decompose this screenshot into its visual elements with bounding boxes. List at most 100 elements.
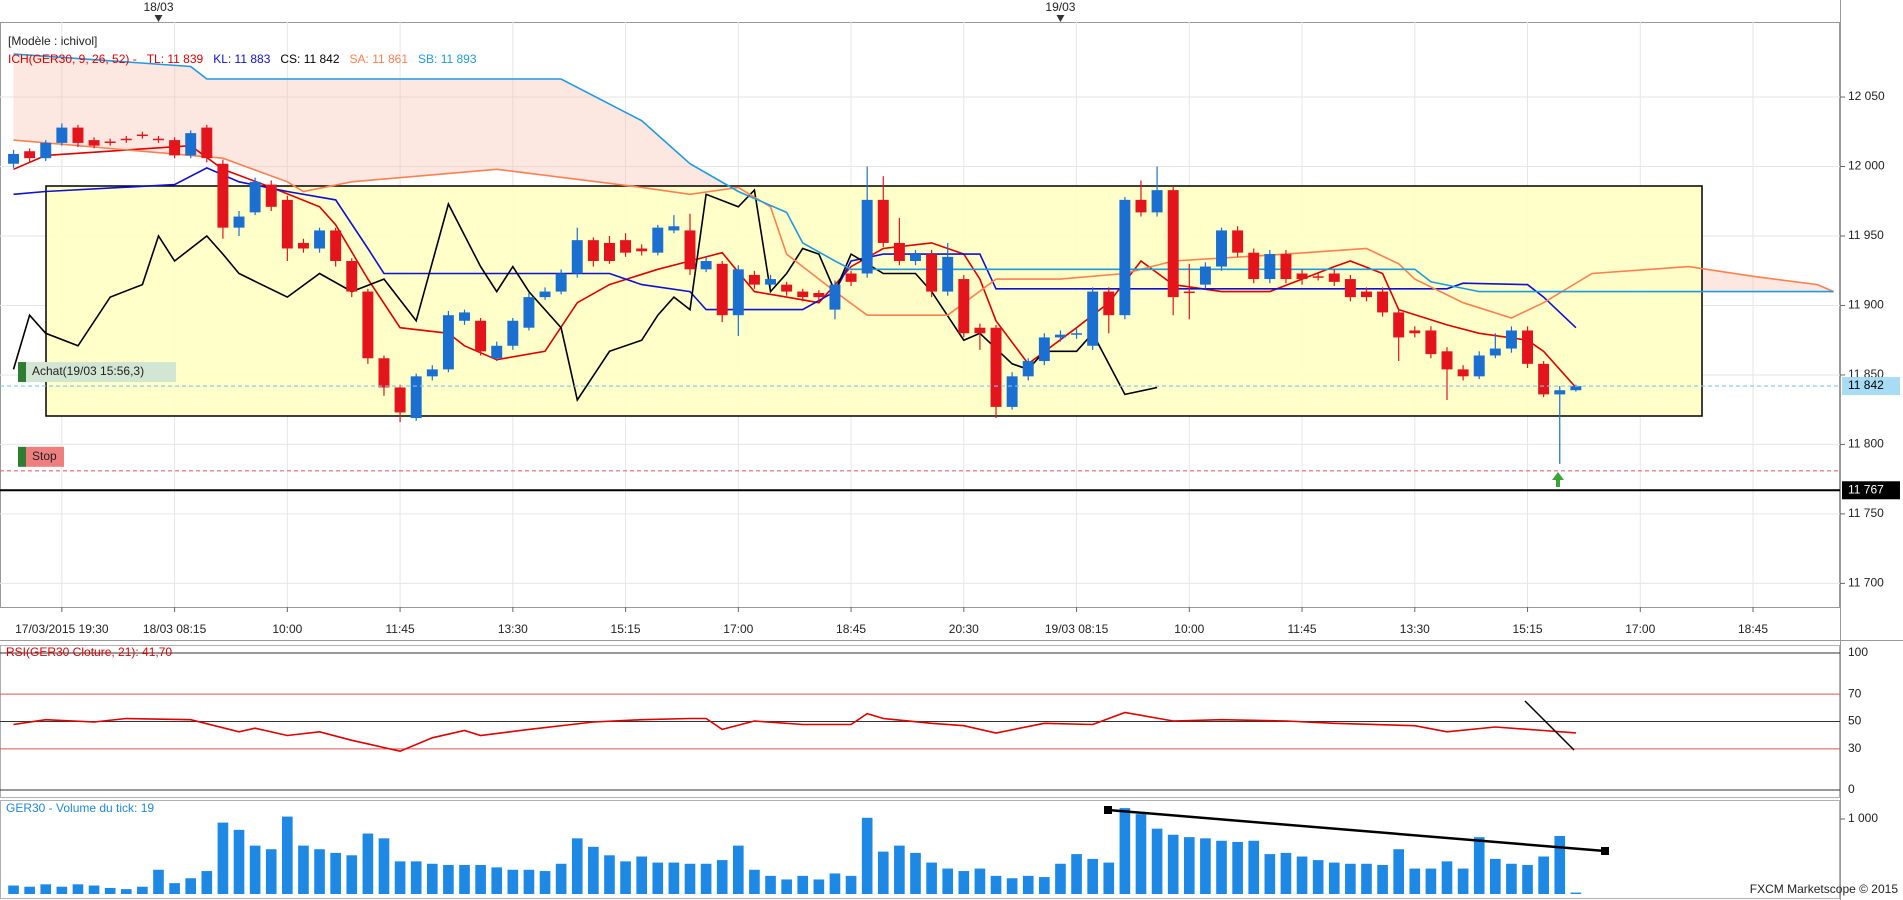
volume-trendline xyxy=(1107,808,1606,853)
candle-body xyxy=(1360,291,1372,298)
candle-body xyxy=(1457,369,1469,377)
candle-body xyxy=(297,242,309,249)
volume-bar xyxy=(1248,840,1260,894)
x-tick-label: 19/03 08:15 xyxy=(1045,622,1109,636)
candle-body xyxy=(24,151,36,159)
volume-bar xyxy=(249,845,261,894)
volume-bar xyxy=(1264,854,1276,894)
candle-body xyxy=(926,254,938,292)
volume-bar xyxy=(1554,835,1566,894)
level-marker xyxy=(18,446,26,467)
volume-bar xyxy=(1119,808,1131,894)
volume-bar xyxy=(1522,864,1533,894)
candle-body xyxy=(1296,273,1308,280)
y-tick-label: 50 xyxy=(1848,714,1862,728)
volume-bar xyxy=(282,816,293,894)
x-tick-label: 13:30 xyxy=(498,622,528,636)
x-tick-label: 18/03 08:15 xyxy=(143,622,207,636)
candle-body xyxy=(1103,291,1115,316)
level-marker xyxy=(18,362,26,383)
volume-bar xyxy=(1441,861,1453,894)
candle-body xyxy=(845,273,857,282)
candle-body xyxy=(620,240,632,253)
candle-body xyxy=(813,292,825,298)
y-tick-label: 70 xyxy=(1848,686,1862,700)
candle-body xyxy=(185,133,197,156)
volume-bar xyxy=(1296,856,1308,894)
volume-bar xyxy=(1055,863,1066,894)
volume-bar xyxy=(88,885,100,894)
indicator-line xyxy=(13,144,1577,389)
level-label: Achat(19/03 15:56,3) xyxy=(32,364,144,378)
volume-bar xyxy=(1361,863,1372,894)
candle-body xyxy=(571,240,583,274)
x-tick-label: 10:00 xyxy=(1174,622,1204,636)
x-tick-label: 17:00 xyxy=(723,622,753,636)
volume-bar xyxy=(40,884,52,894)
candle-body xyxy=(40,142,52,159)
volume-bar xyxy=(185,878,197,894)
candle-body xyxy=(1216,230,1227,267)
volume-bar xyxy=(910,852,921,894)
volume-bar xyxy=(1328,862,1340,894)
volume-bar xyxy=(1183,837,1195,894)
volume-bar xyxy=(394,861,406,894)
candle-body xyxy=(1199,266,1211,285)
volume-bar xyxy=(120,889,132,894)
candle-body xyxy=(394,387,406,413)
candle-body xyxy=(1409,330,1421,334)
rsi-line xyxy=(13,711,1576,753)
legend-entry: TL: 11 839 xyxy=(147,52,204,66)
candle-body xyxy=(378,358,390,388)
candle-body xyxy=(1264,254,1276,280)
volume-bar xyxy=(974,868,986,894)
date-marker xyxy=(154,15,163,22)
candle-body xyxy=(346,261,358,292)
candle-body xyxy=(281,199,293,249)
x-tick-label: 17:00 xyxy=(1625,622,1655,636)
level-label-box xyxy=(26,362,176,383)
volume-bar xyxy=(652,862,664,894)
candle-body xyxy=(1248,252,1260,280)
volume-bar xyxy=(1039,877,1050,894)
candle-body xyxy=(636,248,648,252)
candle-body xyxy=(1232,230,1244,253)
candle-body xyxy=(1425,330,1437,355)
y-tick-label: 30 xyxy=(1848,741,1862,755)
volume-bar xyxy=(926,862,937,894)
candle-body xyxy=(136,134,148,137)
volume-bar xyxy=(443,864,454,894)
volume-bar xyxy=(1103,862,1115,894)
volume-bar xyxy=(668,862,680,894)
candle-body xyxy=(958,279,970,334)
volume-bar xyxy=(1167,834,1179,894)
volume-bar xyxy=(1006,878,1018,894)
candle-body xyxy=(603,242,615,262)
candle-body xyxy=(233,216,245,228)
candle-body xyxy=(153,138,164,141)
candle-body xyxy=(555,273,567,292)
volume-bar xyxy=(765,875,776,894)
legend-entry: SA: 11 861 xyxy=(350,52,409,66)
volume-bar xyxy=(475,864,486,894)
candle-body xyxy=(459,312,470,321)
volume-bar xyxy=(877,851,889,894)
volume-bar xyxy=(153,869,164,894)
volume-bar xyxy=(346,855,358,894)
volume-bar xyxy=(72,884,84,894)
candle-body xyxy=(249,181,261,213)
legend-entry: CS: 11 842 xyxy=(280,52,339,66)
volume-bar xyxy=(1409,868,1421,894)
candle-body xyxy=(169,140,181,156)
model-label: [Modèle : ichivol] xyxy=(8,34,97,48)
y-tick-label: 11 900 xyxy=(1848,298,1884,312)
volume-bar xyxy=(56,886,68,894)
candle-body xyxy=(201,127,213,159)
candle-body xyxy=(475,320,487,352)
legend-entry: SB: 11 893 xyxy=(418,52,477,66)
volume-bar xyxy=(1151,828,1163,894)
volume-bar xyxy=(894,845,905,894)
candle-body xyxy=(1280,254,1292,280)
x-tick-label: 10:00 xyxy=(272,622,302,636)
volume-bar xyxy=(459,864,470,894)
